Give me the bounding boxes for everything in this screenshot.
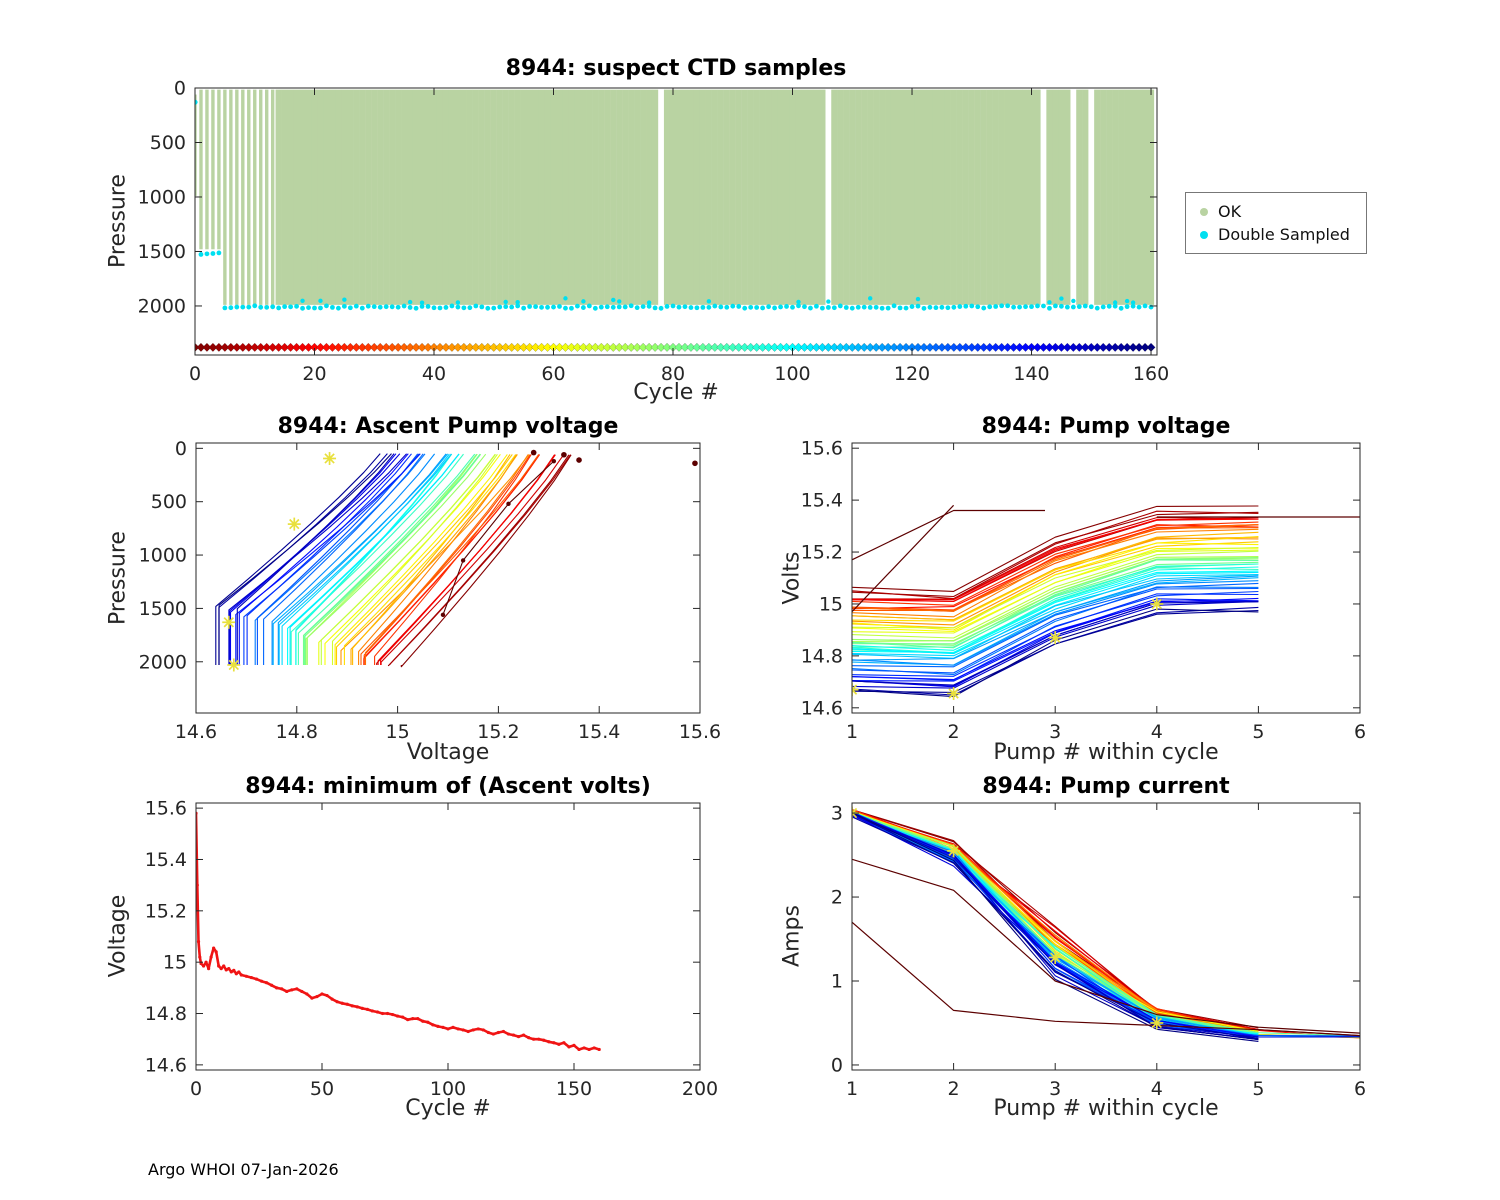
tick-label: 2 xyxy=(948,721,960,743)
tick-label: 60 xyxy=(541,363,565,385)
tick-label: 100 xyxy=(774,363,810,385)
legend-box: OK Double Sampled xyxy=(1185,192,1367,254)
tick-label: 14.8 xyxy=(145,1003,187,1025)
tick-label: 5 xyxy=(1252,1078,1264,1100)
tick-label: 1500 xyxy=(138,241,186,263)
tick-label: 14.6 xyxy=(801,697,843,719)
tick-label: 15 xyxy=(819,593,843,615)
tick-label: 3 xyxy=(1049,1078,1061,1100)
tick-label: 6 xyxy=(1354,721,1366,743)
pumpv-ylabel: Volts xyxy=(779,551,805,605)
tick-label: 160 xyxy=(1133,363,1169,385)
tick-label: 15.2 xyxy=(145,900,187,922)
tick-label: 0 xyxy=(831,1054,843,1076)
tick-label: 50 xyxy=(310,1078,334,1100)
ctd-xlabel: Cycle # xyxy=(633,380,719,405)
chart-minv-title: 8944: minimum of (Ascent volts) xyxy=(245,774,651,799)
tick-label: 15.6 xyxy=(679,721,721,743)
tick-label: 2000 xyxy=(139,651,187,673)
tick-label: 4 xyxy=(1151,1078,1163,1100)
pumpv-xlabel: Pump # within cycle xyxy=(993,740,1219,765)
pumpc-xlabel: Pump # within cycle xyxy=(993,1096,1219,1121)
tick-label: 1 xyxy=(831,971,843,993)
figure-footer-text: Argo WHOI 07-Jan-2026 xyxy=(148,1160,339,1179)
tick-label: 2 xyxy=(831,887,843,909)
tick-label: 20 xyxy=(302,363,326,385)
tick-label: 1000 xyxy=(139,545,187,567)
tick-label: 15.6 xyxy=(801,438,843,460)
minv-ylabel: Voltage xyxy=(105,894,131,978)
tick-label: 15.6 xyxy=(145,798,187,820)
ascent-ylabel: Pressure xyxy=(105,531,131,625)
tick-label: 40 xyxy=(422,363,446,385)
tick-label: 15 xyxy=(163,952,187,974)
tick-label: 0 xyxy=(190,1078,202,1100)
tick-label: 15.4 xyxy=(801,490,843,512)
chart-pumpc-plot xyxy=(852,806,1360,1042)
pumpc-ylabel: Amps xyxy=(779,905,805,967)
tick-label: 0 xyxy=(175,438,187,460)
tick-label: 140 xyxy=(1013,363,1049,385)
legend-item-double-sampled: Double Sampled xyxy=(1192,223,1356,246)
tick-label: 0 xyxy=(174,78,186,100)
tick-label: 14.6 xyxy=(145,1054,187,1076)
tick-label: 14.6 xyxy=(175,721,217,743)
ok-marker-icon xyxy=(1200,207,1208,216)
tick-label: 500 xyxy=(150,132,186,154)
chart-pumpv-plot xyxy=(852,504,1360,701)
tick-label: 1000 xyxy=(138,186,186,208)
minv-xlabel: Cycle # xyxy=(405,1096,491,1121)
legend-label-ok: OK xyxy=(1218,202,1242,221)
ascent-xlabel: Voltage xyxy=(406,740,490,765)
chart-minv-plot xyxy=(196,811,601,1052)
tick-label: 15.2 xyxy=(801,542,843,564)
chart-ascent-plot xyxy=(215,449,698,672)
tick-label: 2 xyxy=(948,1078,960,1100)
tick-label: 150 xyxy=(556,1078,592,1100)
legend-label-double-sampled: Double Sampled xyxy=(1218,225,1350,244)
tick-label: 6 xyxy=(1354,1078,1366,1100)
chart-ctd-plot xyxy=(195,89,1156,352)
tick-label: 5 xyxy=(1252,721,1264,743)
chart-pumpc-title: 8944: Pump current xyxy=(982,774,1230,799)
tick-label: 100 xyxy=(430,1078,466,1100)
tick-label: 500 xyxy=(151,491,187,513)
tick-label: 1 xyxy=(846,721,858,743)
double-sampled-marker-icon xyxy=(1200,230,1208,239)
chart-ascent-title: 8944: Ascent Pump voltage xyxy=(277,414,619,439)
tick-label: 15.2 xyxy=(477,721,519,743)
ctd-ylabel: Pressure xyxy=(105,174,131,268)
tick-label: 15.4 xyxy=(145,849,187,871)
chart-ctd-title: 8944: suspect CTD samples xyxy=(505,56,847,81)
tick-label: 4 xyxy=(1151,721,1163,743)
chart-pumpv-title: 8944: Pump voltage xyxy=(981,414,1231,439)
tick-label: 14.8 xyxy=(801,645,843,667)
tick-label: 3 xyxy=(1049,721,1061,743)
legend-item-ok: OK xyxy=(1192,200,1356,223)
tick-label: 120 xyxy=(894,363,930,385)
tick-label: 14.8 xyxy=(276,721,318,743)
tick-label: 15 xyxy=(386,721,410,743)
tick-label: 15.4 xyxy=(578,721,620,743)
tick-label: 1 xyxy=(846,1078,858,1100)
tick-label: 1500 xyxy=(139,598,187,620)
tick-label: 200 xyxy=(682,1078,718,1100)
tick-label: 2000 xyxy=(138,295,186,317)
tick-label: 3 xyxy=(831,803,843,825)
tick-label: 80 xyxy=(661,363,685,385)
tick-label: 0 xyxy=(189,363,201,385)
